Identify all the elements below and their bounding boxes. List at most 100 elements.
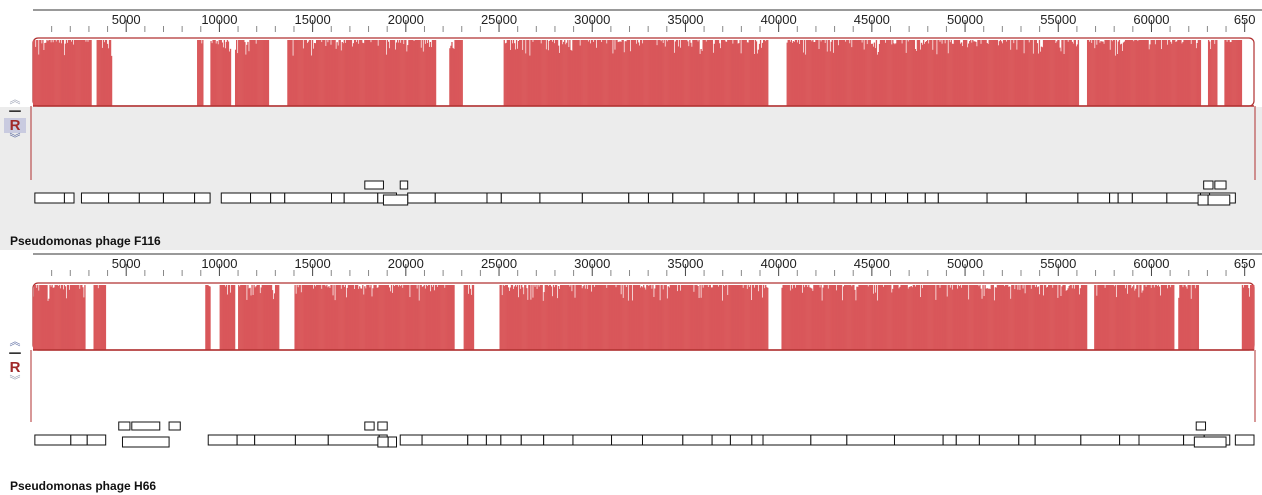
gene-forward[interactable] — [886, 193, 908, 203]
gene-forward[interactable] — [237, 435, 255, 445]
gene-forward[interactable] — [629, 193, 649, 203]
gene-forward[interactable] — [1081, 435, 1120, 445]
gene-forward[interactable] — [1078, 193, 1110, 203]
gene-forward[interactable] — [943, 435, 956, 445]
gene-forward[interactable] — [847, 435, 895, 445]
ruler-label: 10000 — [201, 12, 237, 27]
gene-forward[interactable] — [109, 193, 140, 203]
gene-forward[interactable] — [1118, 193, 1132, 203]
gene-forward[interactable] — [956, 435, 979, 445]
gene-forward[interactable] — [612, 435, 643, 445]
gene-forward[interactable] — [344, 193, 378, 203]
gene-reverse[interactable] — [122, 437, 169, 447]
gene-forward[interactable] — [422, 435, 468, 445]
gene-forward[interactable] — [683, 435, 712, 445]
gene-forward[interactable] — [1139, 435, 1184, 445]
gene-forward[interactable] — [730, 435, 751, 445]
gene-top[interactable] — [378, 422, 387, 430]
gene-top[interactable] — [400, 181, 407, 189]
chevron-down-icon[interactable]: ︾ — [4, 375, 26, 386]
gene-top[interactable] — [1204, 181, 1213, 189]
gene-forward[interactable] — [521, 435, 543, 445]
gene-forward[interactable] — [221, 193, 250, 203]
gene-forward[interactable] — [1019, 435, 1035, 445]
gene-forward[interactable] — [544, 435, 573, 445]
gene-forward[interactable] — [71, 435, 87, 445]
genome-track-f116[interactable]: 5000 10000 15000 20000 25000 30000 35000 40000 4… — [0, 0, 1262, 250]
gene-forward[interactable] — [81, 193, 108, 203]
gene-forward[interactable] — [834, 193, 857, 203]
gene-forward[interactable] — [1035, 435, 1081, 445]
gene-top[interactable] — [365, 422, 374, 430]
gene-forward[interactable] — [285, 193, 332, 203]
gene-forward[interactable] — [925, 193, 938, 203]
gene-forward[interactable] — [908, 193, 926, 203]
gene-forward[interactable] — [704, 193, 738, 203]
gene-forward[interactable] — [195, 193, 211, 203]
gene-forward[interactable] — [408, 193, 436, 203]
gene-reverse[interactable] — [1194, 437, 1226, 447]
gene-forward[interactable] — [328, 435, 379, 445]
gene-forward[interactable] — [938, 193, 987, 203]
gene-top[interactable] — [119, 422, 130, 430]
gene-reverse[interactable] — [388, 437, 396, 447]
gene-forward[interactable] — [763, 435, 811, 445]
gene-forward[interactable] — [1132, 193, 1167, 203]
gene-forward[interactable] — [894, 435, 943, 445]
gene-forward[interactable] — [35, 193, 65, 203]
gene-forward[interactable] — [540, 193, 582, 203]
gene-forward[interactable] — [573, 435, 612, 445]
gene-forward[interactable] — [87, 435, 105, 445]
gene-forward[interactable] — [501, 193, 540, 203]
gene-forward[interactable] — [754, 193, 786, 203]
gene-forward[interactable] — [64, 193, 74, 203]
gene-forward[interactable] — [332, 193, 345, 203]
gene-forward[interactable] — [857, 193, 872, 203]
gene-top[interactable] — [169, 422, 180, 430]
gene-reverse[interactable] — [1208, 195, 1230, 205]
gene-forward[interactable] — [786, 193, 797, 203]
gene-forward[interactable] — [752, 435, 763, 445]
gene-top[interactable] — [132, 422, 160, 430]
gene-forward[interactable] — [798, 193, 834, 203]
gene-forward[interactable] — [712, 435, 730, 445]
gene-forward[interactable] — [251, 193, 271, 203]
gene-forward[interactable] — [1120, 435, 1139, 445]
gene-top[interactable] — [1215, 181, 1226, 189]
gene-forward[interactable] — [487, 193, 501, 203]
gene-forward[interactable] — [642, 435, 682, 445]
gene-forward[interactable] — [811, 435, 847, 445]
gene-reverse[interactable] — [383, 195, 407, 205]
gene-forward[interactable] — [1235, 435, 1254, 445]
gene-forward[interactable] — [501, 435, 521, 445]
gene-forward[interactable] — [255, 435, 296, 445]
gene-forward[interactable] — [582, 193, 628, 203]
gene-reverse[interactable] — [1198, 195, 1208, 205]
gene-reverse[interactable] — [378, 437, 388, 447]
gene-forward[interactable] — [738, 193, 754, 203]
gene-forward[interactable] — [987, 193, 1026, 203]
gene-forward[interactable] — [400, 435, 422, 445]
reverse-button[interactable]: R — [4, 360, 26, 375]
gene-forward[interactable] — [435, 193, 487, 203]
gene-forward[interactable] — [139, 193, 163, 203]
gene-forward[interactable] — [871, 193, 885, 203]
reverse-button[interactable]: R — [4, 118, 26, 133]
gene-forward[interactable] — [648, 193, 672, 203]
gene-top[interactable] — [1196, 422, 1205, 430]
gene-forward[interactable] — [271, 193, 285, 203]
gene-forward[interactable] — [486, 435, 500, 445]
chevron-down-icon[interactable]: ︾ — [4, 133, 26, 144]
gene-forward[interactable] — [1026, 193, 1078, 203]
gene-forward[interactable] — [295, 435, 328, 445]
gene-forward[interactable] — [163, 193, 194, 203]
genome-track-h66[interactable]: 5000 10000 15000 20000 25000 30000 35000 40000 4… — [0, 250, 1262, 495]
gene-forward[interactable] — [979, 435, 1018, 445]
gene-top[interactable] — [365, 181, 384, 189]
gene-forward[interactable] — [35, 435, 71, 445]
gene-forward[interactable] — [1167, 193, 1201, 203]
gene-forward[interactable] — [208, 435, 237, 445]
gene-forward[interactable] — [1110, 193, 1119, 203]
gene-forward[interactable] — [468, 435, 487, 445]
gene-forward[interactable] — [673, 193, 704, 203]
